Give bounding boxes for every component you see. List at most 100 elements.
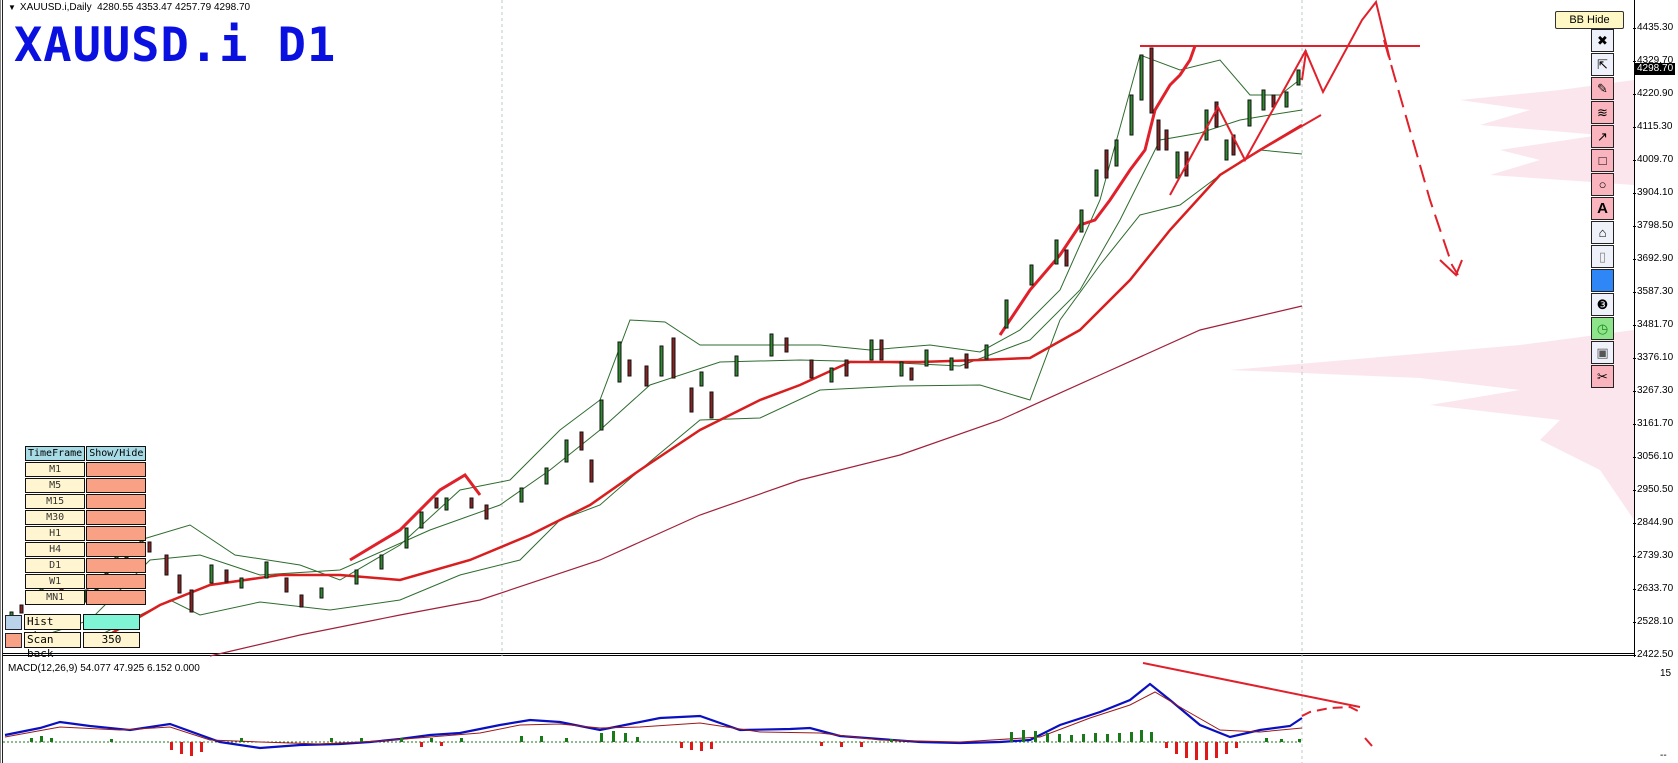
trash-icon: ▯ [1598, 248, 1607, 264]
drawing-toolbar: ✖ ⇱ ✎ ≋ ↗ □ ○ A ⌂ ▯ ❸ ◷ ▣ ✂ [1591, 29, 1614, 389]
drawn-annotations [1140, 0, 1463, 277]
ellipse-icon: ○ [1598, 177, 1607, 192]
toggle-d1[interactable] [86, 558, 147, 573]
zigzag-pattern [1169, 49, 1307, 196]
price-tick: 3904.10 [1632, 187, 1674, 198]
timeframe-label: H1 [25, 526, 86, 541]
toolbar-text-button[interactable]: A [1591, 197, 1614, 220]
scan-back-input[interactable]: 350 [83, 632, 140, 648]
slow-moving-average [209, 305, 1303, 657]
toolbar-arrow-button[interactable]: ↗ [1591, 125, 1614, 148]
price-tick: 3267.30 [1632, 385, 1674, 396]
chart-big-title: XAUUSD.i D1 [14, 18, 337, 73]
price-axis-divider [1634, 0, 1635, 657]
symbol-header: ▼ XAUUSD.i,Daily 4280.55 4353.47 4257.79 … [8, 2, 250, 13]
timeframe-label: W1 [25, 574, 86, 589]
main-price-panel[interactable] [3, 0, 1634, 656]
price-tick: 3481.70 [1632, 319, 1674, 330]
toggle-h1[interactable] [86, 526, 147, 541]
hist-show-toggle[interactable] [83, 614, 140, 630]
collapse-triangle-icon[interactable]: ▼ [8, 3, 16, 12]
price-tick: 4220.90 [1632, 88, 1674, 99]
timeframe-table: TimeFrame Show/Hide M1 M5 M15 M30 H1 H4 … [24, 445, 147, 606]
timeframe-label: M30 [25, 510, 86, 525]
wave-lines-icon: ≋ [1597, 104, 1608, 120]
hist-show-row: Hist show [5, 614, 140, 642]
macd-scale-top: 15 [1660, 668, 1672, 679]
toolbar-close-button[interactable]: ✖ [1591, 29, 1614, 52]
projected-drop-line [1383, 39, 1459, 276]
window-left-border [0, 0, 3, 763]
price-tick: 2633.70 [1632, 583, 1674, 594]
toolbar-pencil-button[interactable]: ✎ [1591, 77, 1614, 100]
price-tick: 3587.30 [1632, 286, 1674, 297]
fast-moving-average [99, 123, 1303, 642]
price-tick: 4329.70 [1632, 55, 1674, 66]
toolbar-wave-button[interactable]: ≋ [1591, 101, 1614, 124]
close-icon: ✖ [1597, 32, 1608, 48]
timeframe-label: M15 [25, 494, 86, 509]
clock-icon: ◷ [1596, 320, 1609, 336]
toggle-mn1[interactable] [86, 590, 147, 605]
collapse-panel-icon[interactable] [5, 614, 22, 630]
price-tick: 2739.30 [1632, 550, 1674, 561]
toggle-h4[interactable] [86, 542, 147, 557]
bollinger-middle [29, 109, 1303, 641]
save-icon: ▣ [1596, 344, 1609, 360]
price-tick: 3692.90 [1632, 253, 1674, 264]
hist-show-label: Hist show [24, 614, 81, 642]
macd-signal-line [4, 691, 1303, 745]
toggle-w1[interactable] [86, 574, 147, 589]
toggle-m15[interactable] [86, 494, 147, 509]
line-width-icon: ❸ [1596, 296, 1609, 312]
price-tick: 2950.50 [1632, 484, 1674, 495]
macd-projection-tail [1364, 737, 1373, 747]
scan-back-row: Scan back 350 [5, 632, 140, 660]
macd-histogram-positive [30, 730, 1301, 742]
toolbar-rectangle-button[interactable]: □ [1591, 149, 1614, 172]
toggle-m1[interactable] [86, 462, 147, 477]
toolbar-ellipse-button[interactable]: ○ [1591, 173, 1614, 196]
toolbar-scissors-button[interactable]: ✂ [1591, 365, 1614, 388]
price-tick: 2422.50 [1632, 649, 1674, 660]
macd-projection-dashed [1301, 705, 1361, 717]
toolbar-label-button[interactable]: ⌂ [1591, 221, 1614, 244]
arrow-icon: ↗ [1597, 128, 1608, 144]
toggle-m30[interactable] [86, 510, 147, 525]
scan-color-button[interactable] [5, 632, 22, 648]
price-tick: 4115.30 [1632, 121, 1673, 132]
price-tick: 3798.50 [1632, 220, 1674, 231]
timeframe-label: M5 [25, 478, 86, 493]
toolbar-color-button[interactable] [1591, 269, 1614, 292]
bb-hide-button[interactable]: BB Hide [1555, 11, 1624, 29]
volume-profile [1230, 80, 1634, 520]
toolbar-clock-button[interactable]: ◷ [1591, 317, 1614, 340]
toolbar-line-width-button[interactable]: ❸ [1591, 293, 1614, 316]
toggle-m5[interactable] [86, 478, 147, 493]
projected-zigzag [1301, 0, 1391, 95]
rising-support-line [1239, 114, 1322, 163]
bollinger-upper [139, 54, 1303, 581]
price-tick: 2528.10 [1632, 616, 1674, 627]
ohlc-values: 4280.55 4353.47 4257.79 4298.70 [97, 2, 251, 13]
toolbar-trash-button[interactable]: ▯ [1591, 245, 1614, 268]
price-tick: 4435.30 [1632, 22, 1674, 33]
scan-back-label: Scan back [24, 632, 81, 660]
current-price-marker: 4298.70 [1635, 63, 1676, 75]
pencil-icon: ✎ [1597, 80, 1608, 96]
timeframe-label: M1 [25, 462, 86, 477]
macd-line [4, 682, 1303, 750]
bollinger-lower [89, 149, 1303, 641]
projected-drop-arrowhead [1439, 259, 1463, 277]
cursor-icon: ⇱ [1597, 56, 1608, 72]
scissors-icon: ✂ [1597, 368, 1608, 384]
price-tick: 3056.10 [1632, 451, 1674, 462]
label-tag-icon: ⌂ [1598, 225, 1607, 240]
toolbar-save-button[interactable]: ▣ [1591, 341, 1614, 364]
price-tick: 3376.10 [1632, 352, 1674, 363]
rectangle-icon: □ [1598, 153, 1607, 168]
macd-panel [3, 662, 1373, 760]
toolbar-cursor-button[interactable]: ⇱ [1591, 53, 1614, 76]
